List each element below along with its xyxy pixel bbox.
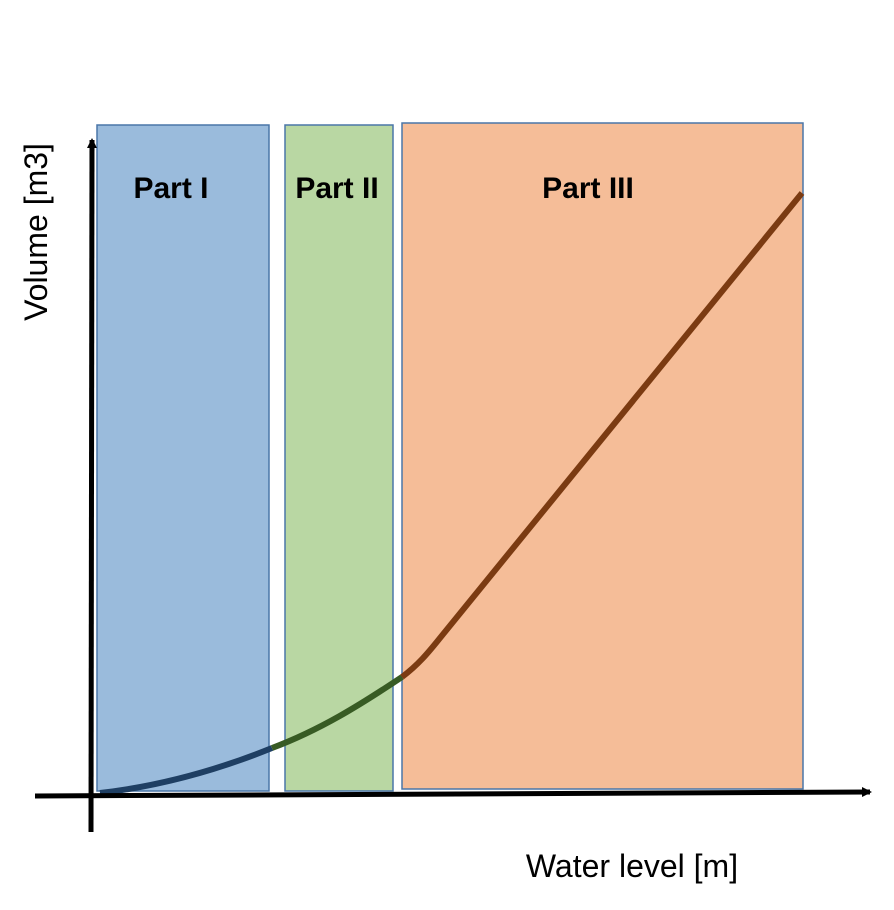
part-3-label: Part III <box>542 172 634 205</box>
part-3-region <box>401 122 804 790</box>
y-axis-title: Volume [m3] <box>18 143 54 321</box>
part-2-label: Part II <box>295 172 378 205</box>
y-axis-line <box>86 138 97 833</box>
x-axis-line <box>34 787 872 799</box>
x-axis-title: Water level [m] <box>526 848 738 884</box>
curve-segment-part-3 <box>400 191 805 680</box>
part-1-label: Part I <box>133 172 208 205</box>
curve-segment-part-1 <box>99 745 274 796</box>
part-2-region <box>284 124 394 792</box>
curve-segment-part-2 <box>270 674 404 751</box>
part-1-region <box>96 124 270 792</box>
